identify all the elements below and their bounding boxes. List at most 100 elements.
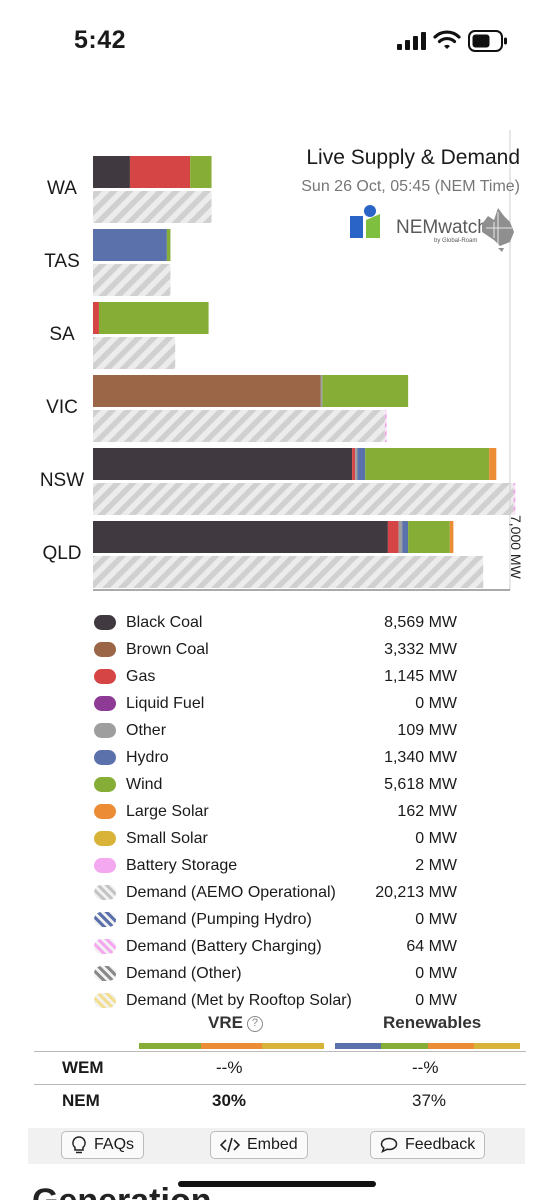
feedback-button[interactable]: Feedback — [370, 1131, 486, 1159]
generation-section-title: Generation — [32, 1184, 211, 1200]
supply-bar-tas-hydro — [93, 229, 167, 261]
supply-bar-wa-black-coal — [93, 156, 130, 188]
supply-bar-tas-wind — [166, 229, 171, 261]
axis-max-label: 7,000 MW — [508, 515, 524, 580]
region-label-qld: QLD — [42, 543, 81, 564]
legend-label: Demand (Pumping Hydro) — [126, 910, 312, 928]
legend-item-large-solar[interactable]: Large Solar 162 MW — [94, 798, 474, 825]
demand-bar-wa-demand-aemo-operational — [93, 191, 212, 223]
legend-swatch — [94, 696, 116, 711]
supply-bar-wa-gas — [129, 156, 191, 188]
demand-bar-sa-demand-aemo-operational — [93, 337, 176, 369]
legend-swatch — [94, 615, 116, 630]
faqs-button[interactable]: FAQs — [61, 1131, 145, 1159]
renewables-color-bar — [335, 1043, 520, 1049]
color-bar-segment — [381, 1043, 428, 1049]
chat-bubble-icon — [380, 1137, 398, 1153]
legend-label: Gas — [126, 667, 156, 685]
table-row-nem: NEM 30% 37% — [34, 1084, 526, 1116]
legend-swatch — [94, 858, 116, 873]
legend-item-gas[interactable]: Gas 1,145 MW — [94, 663, 474, 690]
supply-bar-qld-hydro — [402, 521, 409, 553]
cellular-signal-icon — [397, 32, 426, 50]
legend-label: Black Coal — [126, 613, 203, 631]
supply-bar-qld-black-coal — [93, 521, 388, 553]
feedback-label: Feedback — [405, 1136, 476, 1153]
legend-label: Demand (AEMO Operational) — [126, 883, 336, 901]
legend-label: Demand (Met by Rooftop Solar) — [126, 991, 352, 1009]
row-label: NEM — [62, 1091, 100, 1110]
legend-value: 0 MW — [415, 964, 457, 982]
supply-bar-sa-gas — [93, 302, 99, 334]
wifi-icon — [433, 30, 461, 49]
legend-item-other[interactable]: Other 109 MW — [94, 717, 474, 744]
vre-header: VRE? — [208, 1013, 263, 1033]
embed-button[interactable]: Embed — [210, 1131, 308, 1159]
battery-icon — [468, 30, 507, 52]
status-bar: 5:42 — [0, 0, 554, 80]
supply-bar-qld-gas — [387, 521, 399, 553]
legend-item-demand-pumping-hydro[interactable]: Demand (Pumping Hydro) 0 MW — [94, 906, 474, 933]
demand-bar-vic-demand-battery-charging — [384, 410, 387, 442]
demand-bar-qld-demand-aemo-operational — [93, 556, 484, 588]
code-icon — [220, 1137, 240, 1153]
home-indicator[interactable] — [178, 1181, 376, 1187]
demand-bar-vic-demand-aemo-operational — [93, 410, 385, 442]
legend-value: 0 MW — [415, 829, 457, 847]
region-label-tas: TAS — [44, 251, 80, 272]
supply-bar-vic-wind — [322, 375, 409, 407]
renewables-value: 37% — [412, 1091, 447, 1110]
supply-bar-nsw-gas — [352, 448, 356, 480]
chart-timestamp: Sun 26 Oct, 05:45 (NEM Time) — [301, 178, 520, 195]
legend-swatch — [94, 804, 116, 819]
legend-item-battery-storage[interactable]: Battery Storage 2 MW — [94, 852, 474, 879]
legend-item-brown-coal[interactable]: Brown Coal 3,332 MW — [94, 636, 474, 663]
legend-item-demand-other[interactable]: Demand (Other) 0 MW — [94, 960, 474, 987]
color-bar-segment — [139, 1043, 201, 1049]
legend-item-demand-battery-charging[interactable]: Demand (Battery Charging) 64 MW — [94, 933, 474, 960]
color-bar-segment — [473, 1043, 520, 1049]
legend-item-demand-operational[interactable]: Demand (AEMO Operational) 20,213 MW — [94, 879, 474, 906]
help-icon[interactable]: ? — [246, 1016, 263, 1032]
legend-label: Demand (Other) — [126, 964, 242, 982]
region-label-vic: VIC — [46, 397, 78, 418]
color-bar-segment — [200, 1043, 263, 1049]
color-bar-segment — [427, 1043, 474, 1049]
legend-swatch — [94, 939, 116, 954]
legend-item-small-solar[interactable]: Small Solar 0 MW — [94, 825, 474, 852]
legend: Black Coal 8,569 MW Brown Coal 3,332 MW Gas 1… — [94, 609, 474, 1014]
supply-bar-nsw-wind — [365, 448, 490, 480]
legend-swatch — [94, 885, 116, 900]
vre-color-bar — [139, 1043, 325, 1049]
color-bar-segment — [262, 1043, 325, 1049]
legend-swatch — [94, 993, 116, 1008]
region-label-sa: SA — [49, 324, 75, 345]
legend-item-wind[interactable]: Wind 5,618 MW — [94, 771, 474, 798]
legend-label: Liquid Fuel — [126, 694, 205, 712]
supply-demand-chart: WA TAS SA VIC NSW QLD 7,000 MW — [40, 130, 524, 591]
legend-value: 109 MW — [397, 721, 457, 739]
embed-label: Embed — [247, 1136, 298, 1153]
supply-bar-vic-brown-coal — [93, 375, 321, 407]
supply-bar-vic-other — [320, 375, 323, 407]
faqs-label: FAQs — [94, 1136, 135, 1153]
legend-label: Small Solar — [126, 829, 208, 847]
legend-item-black-coal[interactable]: Black Coal 8,569 MW — [94, 609, 474, 636]
table-row-wem: WEM --% --% — [34, 1051, 526, 1081]
supply-bar-nsw-hydro — [357, 448, 366, 480]
supply-bar-qld-wind — [408, 521, 450, 553]
supply-bar-qld-large-solar — [449, 521, 454, 553]
legend-label: Demand (Battery Charging) — [126, 937, 322, 955]
nemwatch-logo: NEMwatch by Global-Roam — [350, 205, 514, 252]
legend-item-hydro[interactable]: Hydro 1,340 MW — [94, 744, 474, 771]
legend-swatch — [94, 750, 116, 765]
chart-title: Live Supply & Demand — [306, 146, 520, 169]
legend-label: Other — [126, 721, 167, 739]
legend-item-demand-rooftop[interactable]: Demand (Met by Rooftop Solar) 0 MW — [94, 987, 474, 1014]
legend-item-liquid-fuel[interactable]: Liquid Fuel 0 MW — [94, 690, 474, 717]
legend-label: Wind — [126, 775, 163, 793]
legend-swatch — [94, 669, 116, 684]
vre-value: --% — [216, 1058, 243, 1077]
color-bar-segment — [335, 1043, 382, 1049]
legend-swatch — [94, 831, 116, 846]
